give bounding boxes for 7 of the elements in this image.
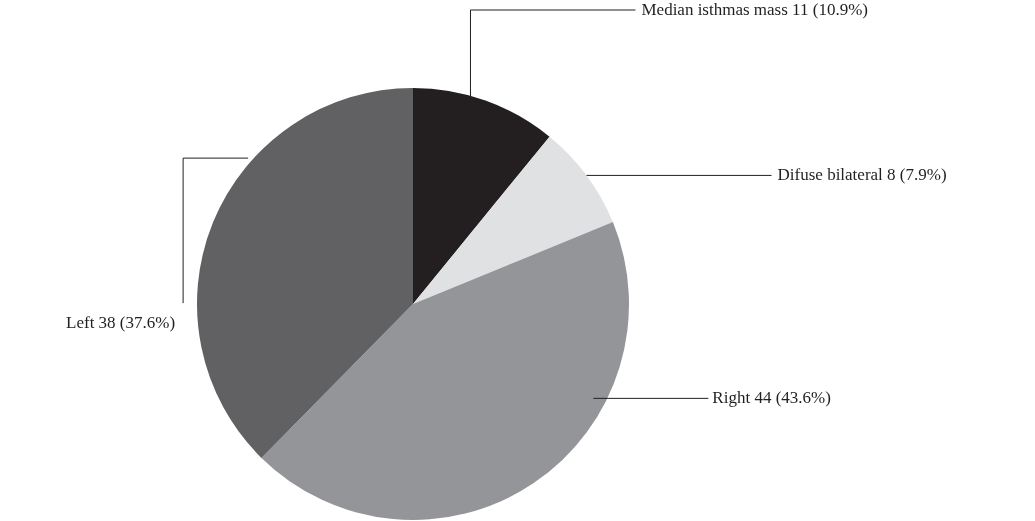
pie-slice xyxy=(261,222,629,520)
pie-slice xyxy=(413,136,613,304)
pie-slice xyxy=(197,88,413,458)
slice-label: Difuse bilateral 8 (7.9%) xyxy=(777,165,947,185)
slice-label: Right 44 (43.6%) xyxy=(712,388,831,408)
slice-label: Left 38 (37.6%) xyxy=(66,313,176,333)
slice-label: Median isthmas mass 11 (10.9%) xyxy=(641,0,868,19)
